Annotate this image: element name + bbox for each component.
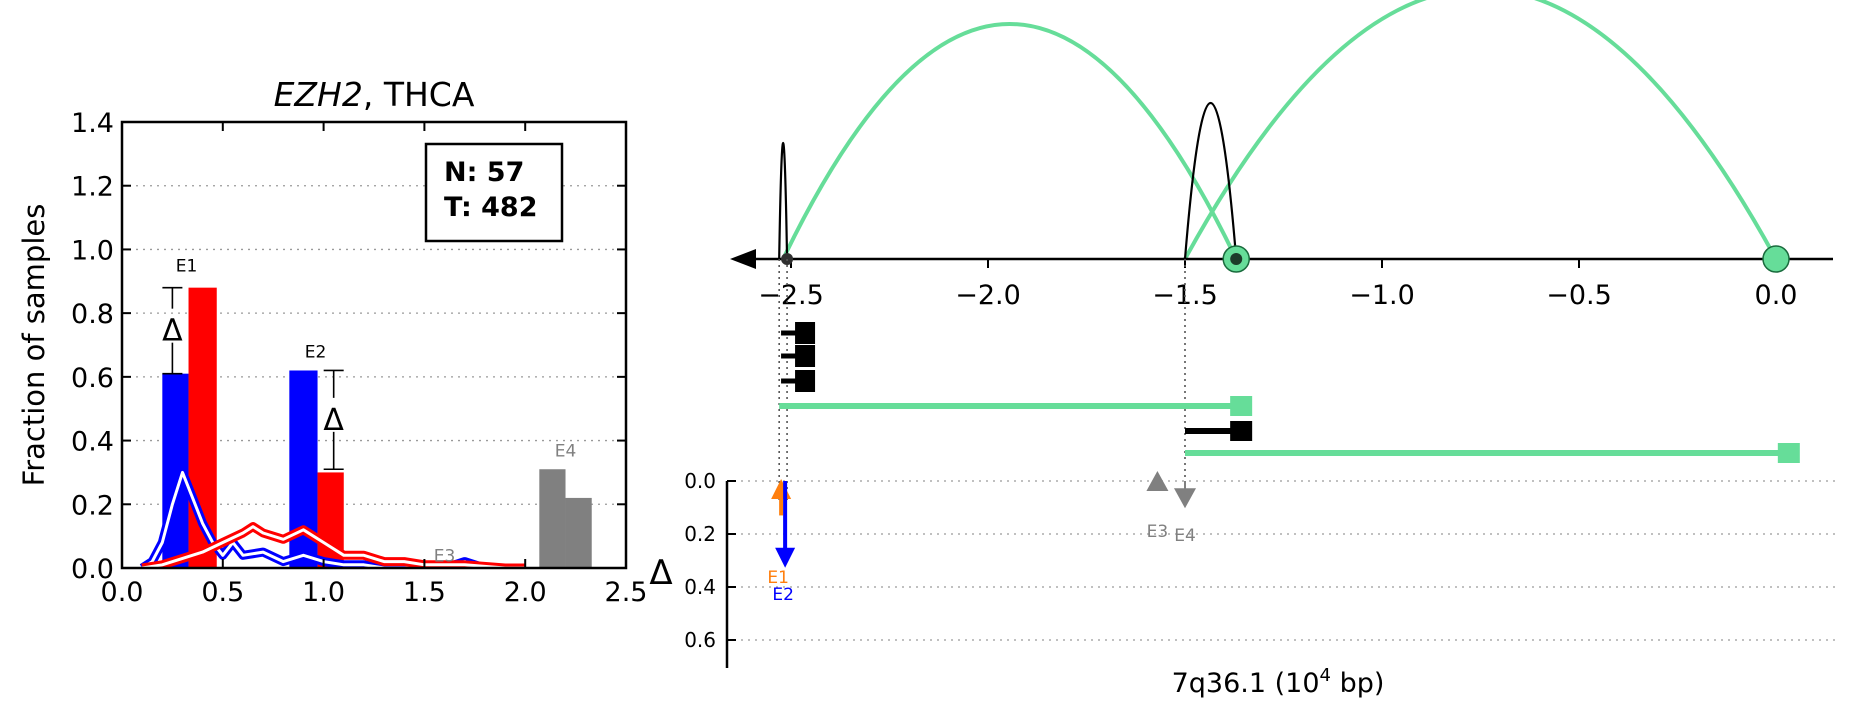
delta-axis-label: Δ xyxy=(649,553,672,593)
delta-tick-label: 0.2 xyxy=(684,522,716,546)
delta-tick-label: 0.6 xyxy=(684,628,716,652)
junction-arc-green xyxy=(781,22,1239,260)
y-axis-label: Fraction of samples xyxy=(17,204,51,487)
title-gene: EZH2 xyxy=(274,75,363,114)
delta-symbol: Δ xyxy=(162,314,183,349)
bar-e4 xyxy=(565,497,592,568)
delta-axis-ticks: 0.0 0.2 0.4 0.6 xyxy=(684,469,736,652)
isoform-exon-block xyxy=(795,322,816,344)
bar-label: E3 xyxy=(434,547,456,567)
delta-symbol: Δ xyxy=(323,403,344,438)
delta-arrow-label: E1 xyxy=(767,568,789,588)
delta-arrow-label: E4 xyxy=(1174,526,1196,546)
plot-frame xyxy=(120,120,628,570)
delta-arrow-head xyxy=(775,547,796,568)
bar-label: E2 xyxy=(305,343,327,363)
y-tick-label: 1.4 xyxy=(71,108,114,139)
y-tick-label: 0.8 xyxy=(71,299,114,330)
junction-arcs xyxy=(778,0,1778,260)
x-tick-label: 1.5 xyxy=(403,577,446,608)
strand-arrow-icon xyxy=(730,249,756,269)
bar-labels: E1 E2 E3 E4 xyxy=(176,257,577,567)
chart-title: EZH2, THCA xyxy=(274,75,475,114)
y-tick-label: 1.0 xyxy=(71,235,114,266)
isoform-exon-block xyxy=(1230,396,1253,416)
tumor-count: T: 482 xyxy=(444,192,538,223)
genome-tick-label: −1.0 xyxy=(1349,280,1415,311)
isoform-exon-block xyxy=(1777,443,1800,463)
sample-count-box: N: 57 T: 482 xyxy=(424,142,564,243)
genome-tick-label: −0.5 xyxy=(1546,280,1612,311)
delta-markers: ΔΔ xyxy=(162,286,344,471)
exon-nodes xyxy=(781,245,1790,273)
genome-tick-label: 0.0 xyxy=(1755,280,1798,311)
exon-node xyxy=(1762,245,1790,273)
y-axis-ticks: 0.0 0.2 0.4 0.6 0.8 1.0 1.2 1.4 xyxy=(71,108,626,585)
isoform-exon-block xyxy=(795,345,816,367)
x-tick-label: 0.0 xyxy=(101,577,144,608)
x-axis-ticks: 0.0 0.5 1.0 1.5 2.0 2.5 xyxy=(101,122,648,608)
bars xyxy=(162,287,592,568)
exon-node-center xyxy=(1230,253,1243,265)
splice-diagram-panel: −2.5 −2.0 −1.5 −1.0 −0.5 0.0 0.00.20.40.6 Δ E… xyxy=(649,0,1835,699)
bar-e4 xyxy=(539,469,566,568)
y-tick-label: 0.0 xyxy=(71,554,114,585)
genome-tick-label: −2.5 xyxy=(758,280,824,311)
junction-arc-green xyxy=(1183,0,1778,260)
junction-arc-black xyxy=(778,141,789,260)
delta-gridlines xyxy=(727,480,1835,641)
isoform-exon-block xyxy=(1230,421,1253,441)
normal-count: N: 57 xyxy=(444,157,524,188)
junction-arc-black xyxy=(1183,102,1238,260)
delta-arrow-head xyxy=(1174,488,1196,509)
density-line-normal-inner xyxy=(141,470,486,568)
x-tick-label: 2.5 xyxy=(605,577,648,608)
isoform-tracks xyxy=(779,322,1800,463)
isoform-exon-block xyxy=(795,370,816,392)
x-tick-label: 0.5 xyxy=(201,577,244,608)
title-cohort: , THCA xyxy=(363,75,475,114)
delta-arrow-head xyxy=(1146,471,1169,491)
y-tick-label: 0.6 xyxy=(71,363,114,394)
delta-arrow-label: E3 xyxy=(1147,522,1169,542)
delta-arrow-label: E2 xyxy=(772,585,794,605)
bar-label: E1 xyxy=(176,257,198,277)
delta-tick-label: 0.0 xyxy=(684,469,716,493)
delta-tick-label: 0.4 xyxy=(684,575,716,599)
y-tick-label: 0.2 xyxy=(71,490,114,521)
x-tick-label: 2.0 xyxy=(504,577,547,608)
y-tick-label: 0.4 xyxy=(71,427,114,458)
delta-arrow-head xyxy=(771,479,792,499)
x-axis-label: 7q36.1 (104 bp) xyxy=(1172,665,1385,699)
genome-tick-label: −2.0 xyxy=(955,280,1021,311)
genome-axis-ticks: −2.5 −2.0 −1.5 −1.0 −0.5 0.0 xyxy=(758,259,1797,311)
bar-label: E4 xyxy=(555,442,577,462)
y-tick-label: 1.2 xyxy=(71,172,114,203)
x-tick-label: 1.0 xyxy=(302,577,345,608)
